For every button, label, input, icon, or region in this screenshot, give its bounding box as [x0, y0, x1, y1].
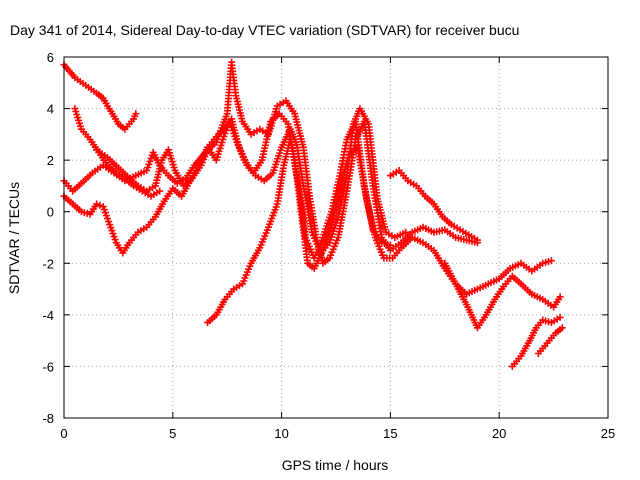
series-track-1 [60, 61, 140, 133]
y-tick-label: -6 [42, 359, 54, 374]
point-markers [60, 61, 140, 133]
point-markers [441, 259, 564, 332]
series-track-6 [204, 118, 394, 327]
y-tick-label: 4 [47, 102, 54, 117]
series-track-8 [441, 259, 564, 332]
y-axis-label: SDTVAR / TECUs [6, 182, 22, 294]
y-tick-label: -8 [42, 411, 54, 426]
x-tick-label: 15 [383, 426, 397, 441]
x-tick-label: 25 [601, 426, 615, 441]
x-tick-label: 20 [492, 426, 506, 441]
series-track-7 [386, 167, 481, 244]
plot-frame [63, 56, 609, 419]
point-markers [60, 58, 481, 267]
data-points [60, 58, 566, 370]
axis-ticks: 0 5 10 15 20 25 -8 -6 -4 -2 0 2 4 6 [42, 50, 615, 441]
point-markers [204, 118, 394, 327]
x-tick-label: 0 [60, 426, 67, 441]
point-markers [386, 167, 481, 244]
x-tick-label: 10 [274, 426, 288, 441]
series-track-9 [508, 313, 564, 370]
point-markers [534, 324, 566, 357]
series-track-3 [60, 58, 481, 267]
y-tick-label: -2 [42, 256, 54, 271]
y-tick-label: 2 [47, 153, 54, 168]
x-axis-label: GPS time / hours [282, 457, 389, 473]
chart-title: Day 341 of 2014, Sidereal Day-to-day VTE… [10, 22, 519, 38]
series-track-10 [534, 324, 566, 357]
y-tick-label: 0 [47, 205, 54, 220]
y-tick-label: -4 [42, 308, 54, 323]
x-tick-label: 5 [169, 426, 176, 441]
point-markers [508, 313, 564, 370]
y-tick-label: 6 [47, 50, 54, 65]
